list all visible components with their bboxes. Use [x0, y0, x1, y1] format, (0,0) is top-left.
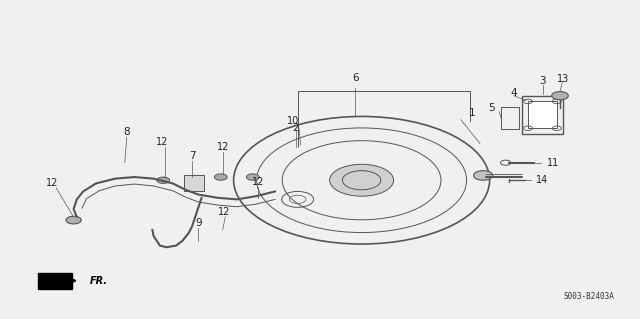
Bar — [528, 101, 557, 128]
Bar — [184, 175, 204, 191]
Circle shape — [330, 164, 394, 196]
Text: 1: 1 — [469, 108, 476, 118]
Text: 9: 9 — [195, 218, 202, 228]
Text: 5: 5 — [488, 103, 495, 114]
Text: 8: 8 — [124, 127, 130, 137]
Text: 11: 11 — [547, 158, 559, 168]
Text: FR.: FR. — [90, 276, 108, 286]
Text: 6: 6 — [352, 73, 358, 83]
Text: 12: 12 — [216, 142, 229, 152]
Text: 2: 2 — [292, 122, 299, 133]
Text: 12: 12 — [218, 207, 230, 217]
Circle shape — [246, 174, 259, 180]
Circle shape — [552, 92, 568, 100]
Circle shape — [66, 216, 81, 224]
Text: 13: 13 — [557, 74, 570, 84]
Circle shape — [157, 177, 170, 183]
Text: 12: 12 — [46, 178, 59, 189]
Text: 12: 12 — [156, 137, 168, 147]
Text: 14: 14 — [536, 175, 548, 185]
Text: 12: 12 — [252, 177, 264, 187]
Circle shape — [474, 171, 493, 180]
Text: 7: 7 — [189, 151, 195, 161]
Text: 4: 4 — [511, 87, 517, 98]
Polygon shape — [38, 273, 72, 289]
Text: 3: 3 — [540, 76, 546, 86]
Text: 10: 10 — [287, 116, 299, 126]
Bar — [501, 107, 519, 129]
Circle shape — [214, 174, 227, 180]
Bar — [522, 96, 563, 134]
Text: S003-B2403A: S003-B2403A — [563, 292, 614, 301]
